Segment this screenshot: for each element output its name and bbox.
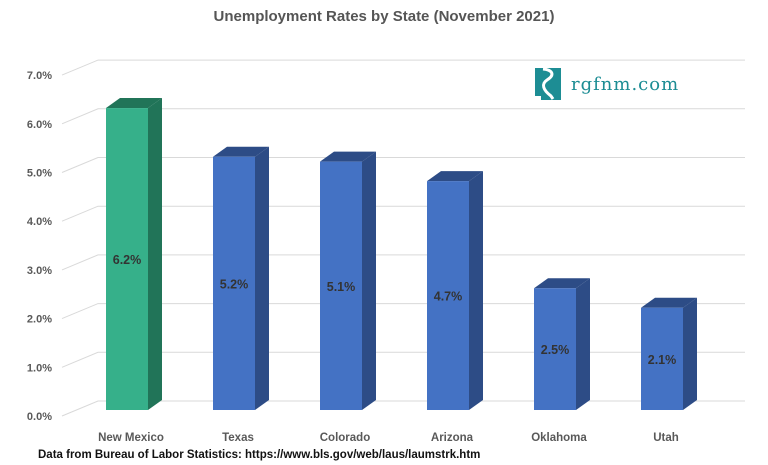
bar [641, 307, 683, 410]
source-note: Data from Bureau of Labor Statistics: ht… [38, 449, 481, 461]
logo-text: rgfnm.com [571, 73, 680, 95]
gridline [61, 205, 745, 222]
bar-side [148, 98, 162, 410]
bar-side [683, 297, 697, 410]
x-tick-label: Arizona [431, 432, 474, 444]
y-tick-label: 2.0% [27, 314, 52, 326]
new-mexico-river-logo-icon [535, 67, 561, 100]
x-tick-label: Colorado [320, 432, 370, 444]
x-tick-label: Texas [222, 432, 254, 444]
bar-top [320, 151, 376, 162]
bar [106, 108, 148, 410]
gridline [61, 303, 745, 320]
bar [427, 181, 469, 410]
bar-top [106, 98, 162, 109]
gridline [61, 59, 745, 76]
y-tick-label: 5.0% [27, 168, 52, 180]
chart-title: Unemployment Rates by State (November 20… [213, 8, 555, 25]
x-tick-label: New Mexico [98, 432, 164, 444]
data-label: 5.1% [327, 280, 356, 294]
gridline [61, 400, 745, 417]
gridline [61, 351, 745, 368]
y-tick-label: 0.0% [27, 411, 52, 423]
bar [534, 288, 576, 410]
x-tick-label: Utah [653, 432, 679, 444]
gridline [61, 157, 745, 173]
bar [320, 161, 362, 410]
bar-side [469, 171, 483, 410]
bar-side [255, 146, 269, 410]
logo: rgfnm.com [533, 66, 679, 102]
data-label: 4.7% [434, 290, 463, 304]
data-label: 2.1% [648, 353, 677, 367]
bar-top [213, 146, 269, 157]
bar-side [576, 278, 590, 410]
data-label: 6.2% [113, 253, 142, 267]
y-tick-label: 7.0% [27, 70, 52, 82]
y-tick-label: 4.0% [27, 216, 52, 228]
x-tick-label: Oklahoma [531, 432, 587, 444]
bar-side [362, 151, 376, 410]
y-tick-label: 3.0% [27, 265, 52, 277]
bar [213, 156, 255, 410]
gridline [61, 254, 745, 271]
gridline [61, 108, 745, 125]
data-label: 5.2% [220, 277, 249, 291]
y-tick-label: 1.0% [27, 362, 52, 374]
bar-top [427, 171, 483, 182]
bar-top [641, 297, 697, 308]
bar-top [534, 278, 590, 289]
y-tick-label: 6.0% [27, 119, 52, 131]
data-label: 2.5% [541, 343, 570, 357]
